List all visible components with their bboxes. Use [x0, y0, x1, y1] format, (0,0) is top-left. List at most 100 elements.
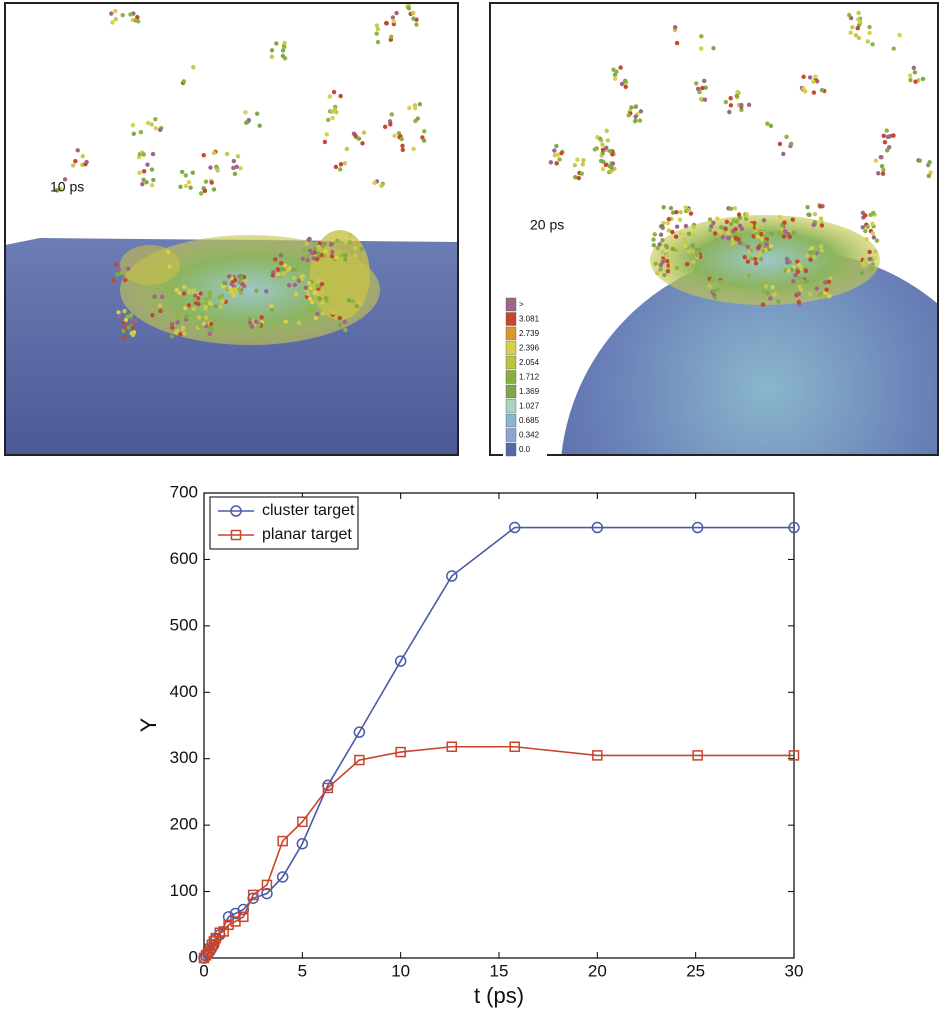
atom	[337, 315, 343, 321]
atom	[204, 297, 209, 302]
atom	[745, 259, 751, 264]
atom	[316, 292, 321, 297]
atom	[264, 289, 269, 294]
atom	[736, 212, 742, 217]
atom	[664, 253, 670, 258]
atom	[192, 293, 198, 298]
atom	[755, 253, 761, 259]
atom	[897, 32, 902, 38]
y-tick-label: 200	[170, 815, 198, 834]
atom	[723, 99, 729, 105]
atom	[183, 173, 188, 178]
atom	[633, 114, 638, 119]
atom	[598, 136, 603, 141]
atom	[733, 226, 738, 232]
atom	[324, 132, 330, 137]
atom	[111, 278, 116, 283]
atom	[126, 266, 131, 271]
atom	[330, 115, 335, 121]
atom	[209, 321, 214, 327]
atom	[753, 261, 759, 266]
atom	[817, 292, 823, 298]
atom	[661, 204, 666, 210]
atom	[177, 290, 182, 296]
atom	[198, 324, 203, 329]
atom	[870, 231, 876, 236]
atom	[70, 163, 76, 168]
atom	[280, 48, 286, 53]
atom	[803, 268, 809, 274]
atom	[658, 232, 664, 237]
atom	[626, 113, 632, 118]
atom	[755, 225, 760, 230]
atom	[203, 179, 209, 184]
atom	[748, 222, 753, 228]
y-tick-label: 600	[170, 549, 198, 568]
atom	[324, 298, 329, 303]
atom	[618, 65, 623, 70]
atom	[817, 204, 823, 209]
atom	[637, 118, 643, 123]
atom	[347, 240, 352, 245]
atom	[220, 299, 225, 304]
atom	[812, 212, 818, 217]
data-point	[446, 741, 458, 753]
atom	[150, 313, 155, 318]
atom	[203, 301, 209, 306]
colorbar-swatch	[505, 312, 517, 326]
atom	[383, 20, 389, 26]
atom	[796, 262, 802, 268]
atom	[873, 158, 879, 163]
colorbar-label: 2.054	[519, 358, 540, 367]
atom	[827, 293, 832, 299]
atom	[320, 289, 325, 295]
atom	[788, 141, 794, 147]
atom	[867, 256, 872, 262]
atom	[702, 78, 707, 84]
atom	[179, 169, 185, 175]
atom	[674, 224, 680, 229]
atom	[307, 280, 312, 286]
data-point	[788, 521, 800, 534]
atom	[867, 24, 872, 30]
colorbar-swatch	[505, 413, 517, 428]
atom	[382, 124, 388, 130]
data-point	[261, 879, 273, 891]
atom	[314, 256, 320, 262]
atom	[312, 246, 318, 252]
plot-frame	[203, 492, 795, 959]
atom	[170, 325, 175, 330]
atom	[746, 250, 752, 255]
atom	[291, 275, 297, 281]
atom	[824, 287, 829, 292]
atom	[141, 177, 146, 183]
atom	[207, 331, 212, 336]
atom	[207, 294, 213, 299]
atom	[678, 209, 683, 215]
atom	[674, 265, 680, 271]
atom	[880, 171, 886, 176]
atom	[871, 210, 876, 216]
atom	[138, 129, 144, 135]
atom	[572, 163, 578, 168]
atom	[390, 15, 396, 20]
colorbar-label: >	[519, 300, 524, 309]
atom	[293, 292, 299, 297]
atom	[204, 315, 209, 320]
atom	[661, 220, 666, 226]
atom	[62, 177, 68, 182]
atom	[213, 304, 218, 309]
atom	[389, 112, 394, 117]
atom	[316, 244, 321, 250]
atom	[737, 215, 743, 221]
atom	[237, 287, 242, 292]
y-tick-label: 300	[170, 748, 198, 767]
atom	[406, 6, 412, 11]
atom	[683, 205, 688, 210]
atom	[157, 127, 163, 133]
atom	[176, 315, 181, 320]
atom	[913, 79, 918, 84]
atom	[665, 221, 670, 226]
atom	[183, 183, 189, 189]
atom	[159, 294, 165, 300]
